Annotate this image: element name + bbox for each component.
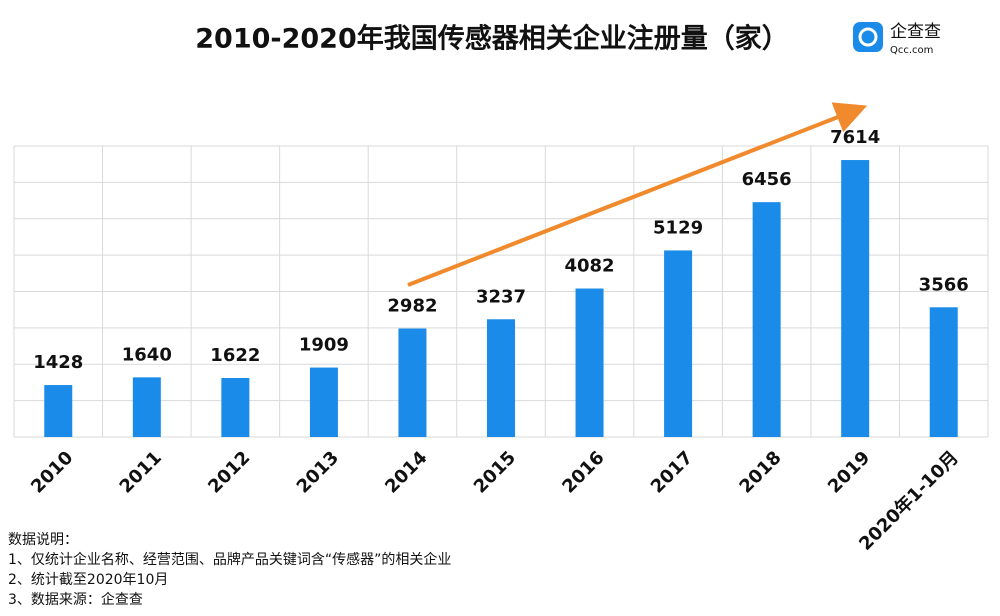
notes-heading: 数据说明：	[8, 532, 78, 548]
bar	[752, 202, 781, 437]
x-tick-label: 2016	[558, 447, 608, 497]
bar	[44, 385, 73, 437]
data-label: 1640	[122, 344, 172, 365]
chart-title: 2010-2020年我国传感器相关企业注册量（家）	[195, 23, 789, 55]
bar	[664, 250, 693, 437]
logo-name: 企查查	[890, 22, 941, 42]
x-tick-label: 2017	[647, 447, 697, 497]
data-label: 2982	[387, 296, 437, 317]
data-label: 1622	[210, 345, 260, 366]
trend-arrow	[407, 102, 868, 287]
logo-domain: Qcc.com	[890, 45, 933, 56]
bar	[575, 288, 604, 437]
note: 1、仅统计企业名称、经营范围、品牌产品关键词含“传感器”的相关企业	[8, 551, 451, 568]
x-tick-label: 2014	[381, 447, 431, 497]
x-tick-label: 2018	[735, 447, 785, 497]
bar	[841, 160, 870, 437]
x-tick-label: 2012	[204, 447, 254, 497]
logo-icon-ring	[858, 27, 878, 47]
bar	[929, 307, 958, 437]
data-label: 3566	[919, 274, 969, 295]
bar	[398, 328, 427, 437]
x-tick-label: 2010	[27, 447, 77, 497]
data-label: 4082	[564, 256, 614, 277]
logo-icon	[853, 22, 883, 52]
x-tick-label: 2011	[116, 447, 166, 497]
bar	[221, 377, 250, 437]
note: 3、数据来源：企查查	[8, 591, 143, 608]
data-label: 1428	[33, 352, 83, 373]
bar	[309, 367, 338, 437]
x-tick-label: 2019	[824, 447, 874, 497]
data-label: 5129	[653, 217, 703, 238]
bar	[132, 377, 161, 437]
data-label: 6456	[742, 169, 792, 190]
data-label: 1909	[299, 335, 349, 356]
note: 2、统计截至2020年10月	[8, 572, 168, 588]
data-label: 3237	[476, 286, 526, 307]
x-tick-label: 2013	[293, 447, 343, 497]
data-label: 7614	[830, 127, 880, 148]
bar	[487, 319, 515, 437]
x-tick-label: 2015	[470, 447, 520, 497]
